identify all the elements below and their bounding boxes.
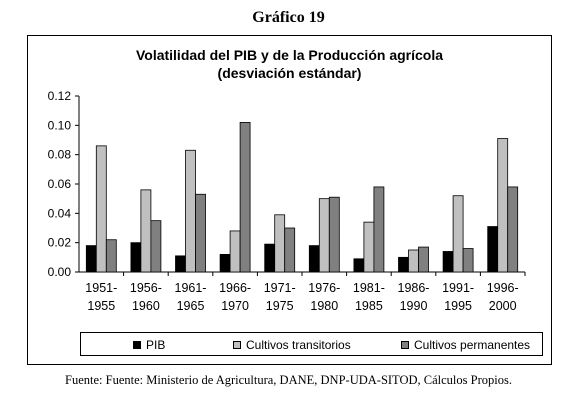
x-tick-label: 1996- [487, 281, 519, 295]
bar-pib [398, 256, 409, 273]
bar-permanentes [373, 186, 385, 273]
bar-permanentes [507, 186, 519, 273]
chart-title-line-1: Volatilidad del PIB y de la Producción a… [135, 47, 444, 63]
y-tick-label: 0.08 [48, 148, 72, 162]
x-tick-label: 1965 [177, 299, 205, 313]
bar-transitorios [452, 195, 464, 273]
bar-pib [487, 226, 499, 273]
x-tick-label: 1986- [398, 281, 430, 295]
y-tick-label: 0.12 [48, 89, 72, 103]
bar-chart: 0.00 0.02 0.04 0.06 0.08 0.10 0.12 1951- 1955 195… [48, 89, 526, 313]
bar-pib [442, 251, 454, 273]
bar-permanentes [150, 220, 162, 273]
bar-pib [308, 245, 320, 273]
bar-permanentes [105, 239, 117, 273]
bar-transitorios [185, 149, 196, 273]
legend-swatch-permanentes [401, 341, 409, 349]
legend-label-pib: PIB [146, 338, 166, 352]
bar-transitorios [408, 249, 419, 273]
x-tick-label: 1991- [442, 281, 474, 295]
bar-permanentes [239, 122, 251, 273]
bar-transitorios [95, 145, 107, 273]
x-tick-label: 1971- [264, 281, 296, 295]
legend-swatch-transitorios [233, 341, 241, 349]
bar-permanentes [195, 193, 206, 273]
source-note: Fuente: Fuente: Ministerio de Agricultur… [65, 373, 512, 387]
bar-transitorios [274, 214, 286, 273]
legend-item-transitorios: Cultivos transitorios [233, 338, 351, 352]
legend-label-permanentes: Cultivos permanentes [414, 338, 531, 352]
bar-permanentes [284, 227, 296, 273]
legend-item-permanentes: Cultivos permanentes [401, 338, 530, 352]
bar-transitorios [318, 198, 330, 273]
chart-heading: Gráfico 19 [252, 9, 325, 26]
x-tick-label: 1961- [175, 281, 207, 295]
x-tick-label: 1966- [219, 281, 251, 295]
bar-transitorios [363, 221, 375, 273]
bar-pib [353, 258, 365, 273]
chart-frame: Volatilidad del PIB y de la Producción a… [27, 35, 552, 365]
y-tick-label: 0.00 [48, 265, 72, 279]
x-tick-label: 2000 [489, 299, 517, 313]
x-tick-label: 1956- [130, 281, 162, 295]
legend-item-pib: PIB [133, 338, 165, 352]
x-tick-label: 1980 [310, 299, 338, 313]
legend: PIB Cultivos transitorios Cultivos perma… [80, 332, 543, 356]
x-tick-label: 1976- [308, 281, 340, 295]
bar-pib [85, 245, 97, 273]
bar-permanentes [462, 248, 474, 273]
y-tick-label: 0.06 [48, 177, 72, 191]
legend-swatch-pib [133, 341, 141, 349]
x-tick-label: 1951- [85, 281, 117, 295]
x-tick-label: 1955 [87, 299, 115, 313]
bar-pib [175, 255, 186, 273]
x-tick-label: 1995 [444, 299, 472, 313]
x-tick-label: 1970 [221, 299, 249, 313]
y-tick-label: 0.04 [48, 206, 72, 220]
x-tick-label: 1985 [355, 299, 383, 313]
bar-permanentes [328, 196, 340, 273]
x-tick-label: 1960 [132, 299, 160, 313]
bar-pib [219, 253, 231, 273]
legend-label-transitorios: Cultivos transitorios [246, 338, 351, 352]
chart-title-line-2: (desviación estándar) [217, 65, 362, 81]
bar-transitorios [229, 230, 241, 273]
bar-transitorios [140, 189, 152, 273]
bar-pib [130, 242, 142, 273]
bar-permanentes [418, 246, 429, 273]
bar-transitorios [497, 138, 509, 273]
y-tick-label: 0.10 [48, 118, 72, 132]
x-tick-label: 1975 [266, 299, 294, 313]
y-tick-label: 0.02 [48, 236, 72, 250]
x-tick-label: 1981- [353, 281, 385, 295]
x-tick-label: 1990 [400, 299, 428, 313]
bar-pib [264, 243, 276, 273]
